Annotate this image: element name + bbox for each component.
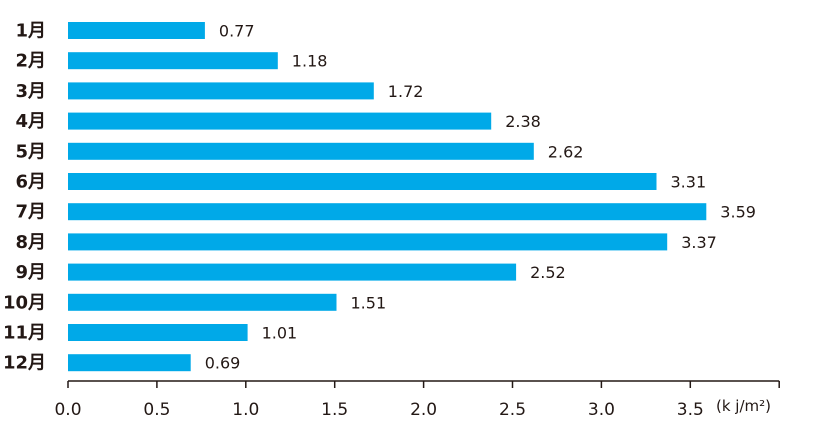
bar-11 bbox=[68, 324, 248, 341]
bar-3 bbox=[68, 82, 374, 100]
category-label-3: 3月 bbox=[15, 81, 46, 102]
value-label-9: 2.52 bbox=[530, 263, 566, 282]
x-tick-label: 1.0 bbox=[232, 400, 259, 420]
category-label-8: 8月 bbox=[15, 232, 46, 253]
category-label-9: 9月 bbox=[15, 262, 46, 283]
x-tick-label: 2.5 bbox=[499, 400, 526, 420]
value-label-4: 2.38 bbox=[505, 112, 541, 131]
category-label-2: 2月 bbox=[15, 51, 46, 72]
category-label-7: 7月 bbox=[15, 202, 46, 223]
x-tick-label: 0.5 bbox=[143, 400, 170, 420]
bar-4 bbox=[68, 112, 492, 130]
value-label-8: 3.37 bbox=[681, 233, 717, 252]
x-axis-unit-label: (k j/m²) bbox=[716, 397, 771, 415]
category-label-6: 6月 bbox=[15, 172, 46, 193]
category-label-11: 11月 bbox=[3, 323, 46, 344]
category-label-1: 1月 bbox=[15, 21, 46, 42]
category-label-5: 5月 bbox=[15, 141, 46, 162]
x-tick-label: 2.0 bbox=[410, 400, 437, 420]
x-tick-label: 1.5 bbox=[321, 400, 348, 420]
value-label-10: 1.51 bbox=[351, 293, 387, 312]
bar-2 bbox=[68, 52, 278, 70]
bar-8 bbox=[68, 233, 668, 251]
bar-9 bbox=[68, 263, 517, 281]
category-labels: 1月 2月 3月 4月 5月 6月 7月 8月 9月 10月 11月 12月 bbox=[3, 21, 46, 374]
value-label-11: 1.01 bbox=[262, 324, 298, 343]
category-label-10: 10月 bbox=[3, 292, 46, 313]
value-label-2: 1.18 bbox=[292, 52, 328, 71]
bar-1 bbox=[68, 22, 205, 39]
bar-12 bbox=[68, 354, 191, 372]
bar-6 bbox=[68, 173, 657, 190]
x-tick-label: 0.0 bbox=[54, 400, 81, 420]
bar-5 bbox=[68, 142, 534, 160]
value-label-1: 0.77 bbox=[219, 22, 255, 41]
value-label-5: 2.62 bbox=[548, 142, 584, 161]
x-tick-label: 3.5 bbox=[677, 400, 704, 420]
value-labels: 0.77 1.18 1.72 2.38 2.62 3.31 3.593.37 2.52 1.51… bbox=[205, 22, 756, 373]
bar-10 bbox=[68, 293, 337, 311]
bar-7 bbox=[68, 203, 707, 221]
value-label-3: 1.72 bbox=[388, 82, 424, 101]
bars-group bbox=[68, 22, 707, 372]
value-label-12: 0.69 bbox=[205, 354, 241, 373]
value-label-7: 3.59 bbox=[720, 203, 756, 222]
category-label-12: 12月 bbox=[3, 353, 46, 374]
category-label-4: 4月 bbox=[15, 111, 46, 132]
x-axis-ticks: 0.0 0.5 1.0 1.5 2.0 2.5 3.0 3.5 bbox=[54, 381, 780, 420]
value-label-6: 3.31 bbox=[671, 173, 707, 192]
x-tick-label: 3.0 bbox=[588, 400, 615, 420]
